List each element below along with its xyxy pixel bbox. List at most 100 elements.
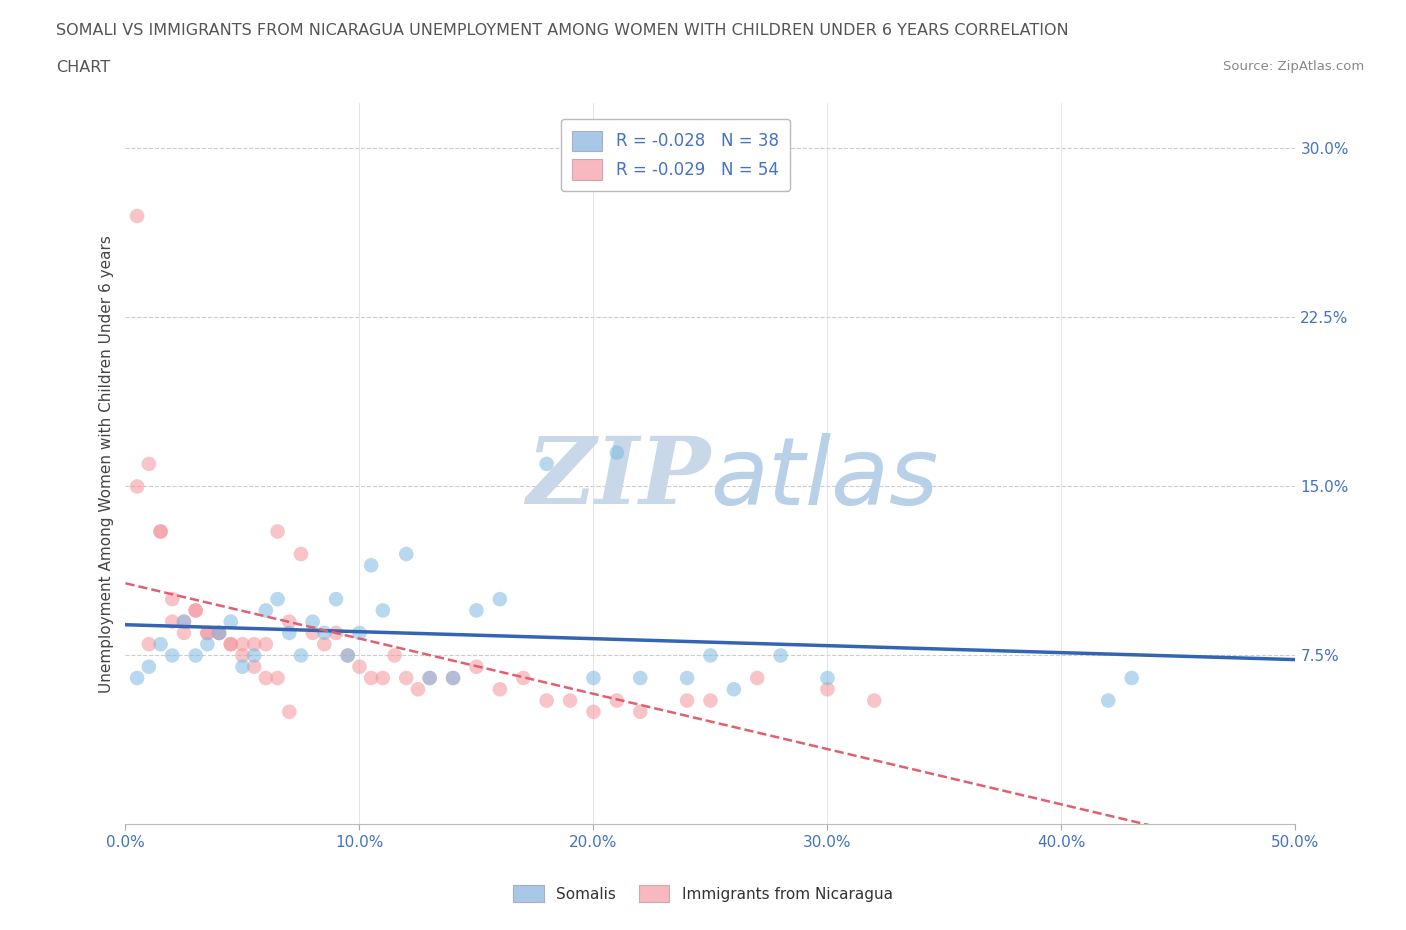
Point (243, 637, 266, 652)
Text: atlas: atlas (710, 432, 939, 524)
Point (138, 457, 160, 472)
Point (278, 614, 301, 629)
Text: CHART: CHART (56, 60, 110, 75)
Point (231, 637, 253, 652)
Point (314, 626, 336, 641)
Point (1097, 693, 1119, 708)
Point (254, 637, 277, 652)
Point (336, 648, 359, 663)
Point (371, 671, 394, 685)
Point (336, 648, 359, 663)
Point (558, 693, 581, 708)
Point (149, 525, 172, 539)
Point (127, 671, 149, 685)
Point (254, 603, 277, 618)
Point (149, 637, 172, 652)
Point (301, 614, 323, 629)
Point (628, 704, 651, 719)
Point (208, 626, 231, 641)
Point (290, 648, 312, 663)
Text: ZIP: ZIP (526, 433, 710, 524)
Point (127, 208, 149, 223)
Point (536, 457, 558, 472)
Point (769, 648, 792, 663)
Point (676, 693, 699, 708)
Point (195, 626, 218, 641)
Point (628, 671, 651, 685)
Point (138, 659, 160, 674)
Point (208, 626, 231, 641)
Point (138, 637, 160, 652)
Point (278, 626, 301, 641)
Point (465, 659, 488, 674)
Point (419, 671, 441, 685)
Point (360, 671, 382, 685)
Point (360, 558, 382, 573)
Legend: R = -0.028   N = 38, R = -0.029   N = 54: R = -0.028 N = 38, R = -0.029 N = 54 (561, 119, 790, 192)
Point (419, 671, 441, 685)
Point (184, 603, 207, 618)
Point (863, 693, 886, 708)
Point (349, 659, 371, 674)
Point (195, 626, 218, 641)
Point (606, 445, 628, 460)
Point (441, 671, 464, 685)
Point (162, 614, 184, 629)
Point (290, 547, 312, 562)
Point (231, 659, 253, 674)
Point (699, 693, 721, 708)
Point (219, 637, 242, 652)
Point (162, 591, 184, 606)
Point (243, 659, 266, 674)
Point (195, 637, 218, 652)
Text: Source: ZipAtlas.com: Source: ZipAtlas.com (1223, 60, 1364, 73)
Point (512, 671, 534, 685)
Point (489, 591, 512, 606)
Point (278, 704, 301, 719)
Point (817, 671, 839, 685)
Point (676, 671, 699, 685)
Point (243, 648, 266, 663)
Point (266, 591, 288, 606)
Point (173, 614, 195, 629)
Point (254, 671, 277, 685)
Point (266, 671, 288, 685)
Point (301, 626, 323, 641)
Point (395, 547, 418, 562)
Point (747, 671, 769, 685)
Point (384, 648, 406, 663)
Point (325, 591, 347, 606)
Point (184, 603, 207, 618)
Point (266, 525, 288, 539)
Text: SOMALI VS IMMIGRANTS FROM NICARAGUA UNEMPLOYMENT AMONG WOMEN WITH CHILDREN UNDER: SOMALI VS IMMIGRANTS FROM NICARAGUA UNEM… (56, 23, 1069, 38)
Point (184, 648, 207, 663)
Point (441, 671, 464, 685)
Point (817, 682, 839, 697)
Point (349, 626, 371, 641)
Point (173, 626, 195, 641)
Y-axis label: Unemployment Among Women with Children Under 6 years: Unemployment Among Women with Children U… (100, 235, 114, 693)
Point (582, 671, 605, 685)
Point (465, 603, 488, 618)
Point (699, 648, 721, 663)
Point (723, 682, 745, 697)
Point (606, 693, 628, 708)
Point (219, 614, 242, 629)
Point (395, 671, 418, 685)
Point (325, 626, 347, 641)
Point (371, 603, 394, 618)
Point (231, 648, 253, 663)
Point (127, 479, 149, 494)
Point (162, 648, 184, 663)
Point (219, 637, 242, 652)
Point (582, 704, 605, 719)
Point (314, 637, 336, 652)
Point (1121, 671, 1143, 685)
Point (173, 614, 195, 629)
Point (149, 525, 172, 539)
Point (208, 626, 231, 641)
Point (536, 693, 558, 708)
Point (406, 682, 429, 697)
Point (489, 682, 512, 697)
Legend: Somalis, Immigrants from Nicaragua: Somalis, Immigrants from Nicaragua (508, 879, 898, 909)
